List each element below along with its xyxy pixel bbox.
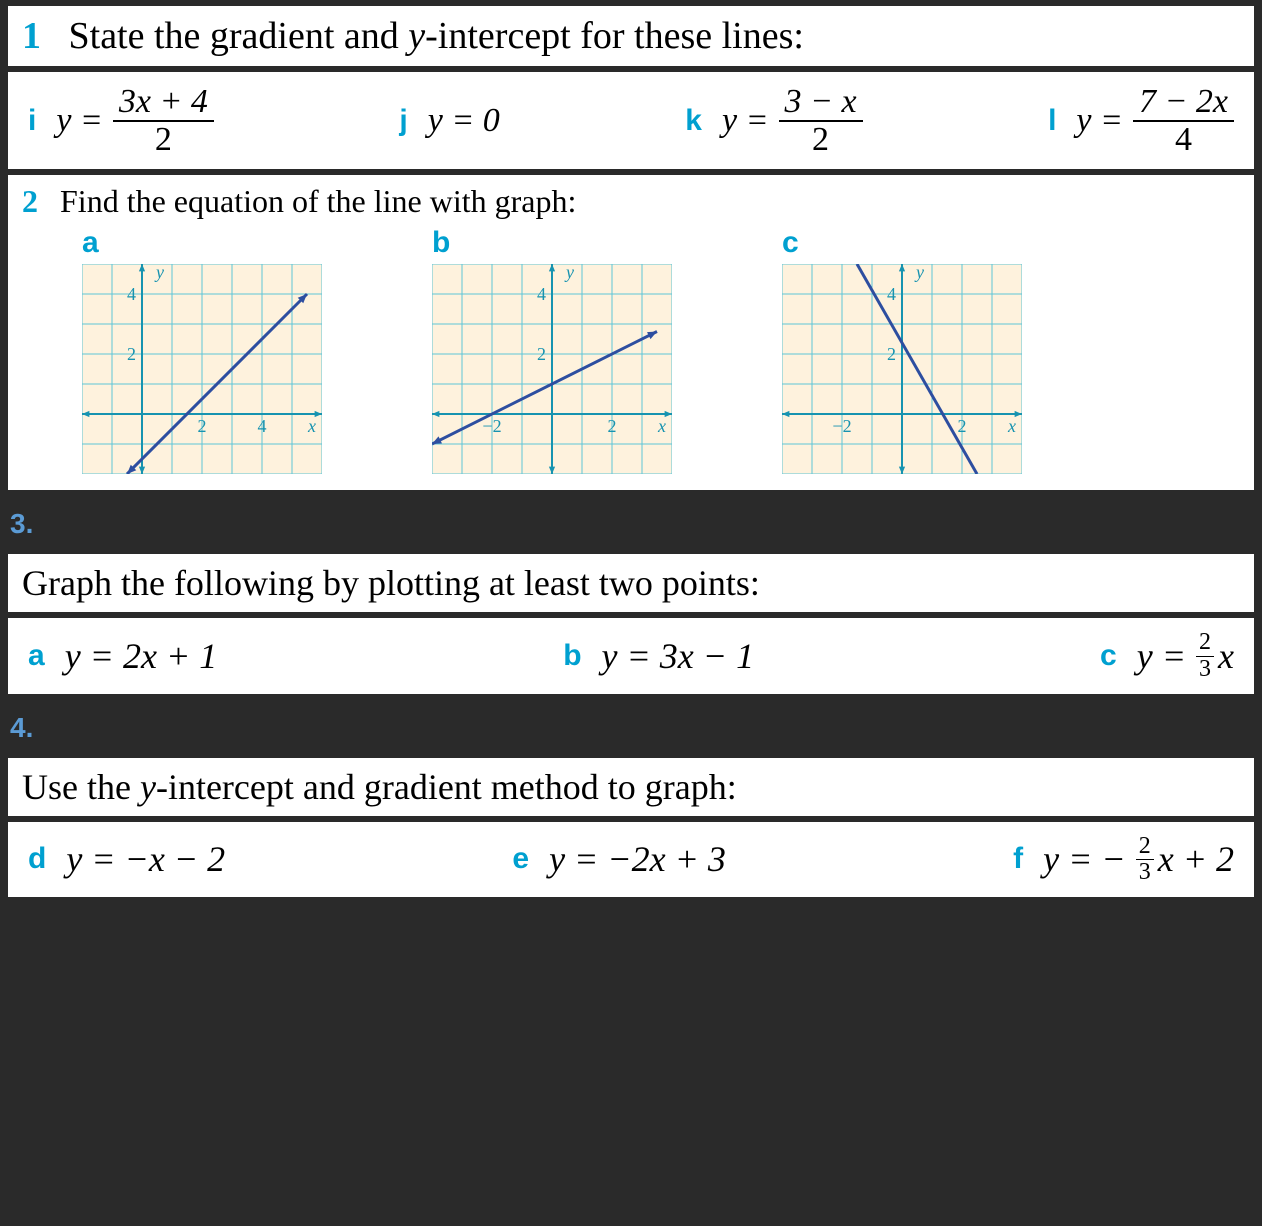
q3-item-c: c y = 2 3 x — [1100, 630, 1234, 681]
q4-e-eq: y = −2x + 3 — [549, 838, 726, 880]
q4-text-pre: Use the — [22, 767, 140, 807]
q1-text-post: -intercept for these lines: — [425, 15, 804, 57]
q1-equations-block: i y = 3x + 4 2 j y = 0 k y = 3 − x 2 l y… — [8, 72, 1254, 169]
q1-k-label: k — [685, 104, 702, 138]
svg-text:2: 2 — [608, 416, 617, 436]
svg-text:y: y — [914, 264, 924, 282]
q4-d-label: d — [28, 842, 46, 876]
svg-text:2: 2 — [537, 344, 546, 364]
q3-text-block: Graph the following by plotting at least… — [8, 554, 1254, 612]
svg-text:x: x — [657, 416, 666, 436]
q1-l-label: l — [1048, 104, 1056, 138]
svg-text:x: x — [1007, 416, 1016, 436]
q3-eq-row: a y = 2x + 1 b y = 3x − 1 c y = 2 3 x — [22, 626, 1240, 685]
q1-i-label: i — [28, 104, 36, 138]
q4-item-f: f y = − 2 3 x + 2 — [1013, 834, 1234, 885]
q1-text-y: y — [408, 15, 425, 57]
svg-text:4: 4 — [258, 416, 267, 436]
q2-c-label: c — [782, 226, 799, 260]
q1-item-j: j y = 0 — [399, 102, 499, 140]
q4-text: Use the y-intercept and gradient method … — [22, 766, 1240, 808]
q1-text-pre: State the gradient and — [69, 15, 409, 57]
svg-text:4: 4 — [127, 284, 136, 304]
q2-heading: 2 Find the equation of the line with gra… — [22, 183, 1240, 220]
q1-l-lhs: y = — [1076, 102, 1123, 140]
q2-block: 2 Find the equation of the line with gra… — [8, 175, 1254, 490]
graph-b-svg: −2224xy — [432, 264, 672, 474]
section-3-number: 3. — [0, 496, 1262, 548]
q3-item-b: b y = 3x − 1 — [563, 635, 754, 677]
q1-i-lhs: y = — [56, 102, 103, 140]
q1-heading: 1 State the gradient and y-intercept for… — [22, 14, 1240, 58]
q1-eq-row: i y = 3x + 4 2 j y = 0 k y = 3 − x 2 l y… — [22, 80, 1240, 161]
q2-graph-b: b −2224xy — [432, 226, 672, 474]
q3-b-label: b — [563, 639, 581, 673]
q4-eq-row: d y = −x − 2 e y = −2x + 3 f y = − 2 3 x… — [22, 830, 1240, 889]
svg-text:4: 4 — [537, 284, 546, 304]
q2-graph-c: c −2 2 2 4 x y — [782, 226, 1022, 474]
q4-f-label: f — [1013, 842, 1023, 876]
q1-item-i: i y = 3x + 4 2 — [28, 84, 214, 157]
svg-text:−2: −2 — [832, 416, 851, 436]
q2-number: 2 — [22, 183, 38, 219]
q4-d-eq: y = −x − 2 — [66, 838, 225, 880]
q2-a-label: a — [82, 226, 99, 260]
section-4-number: 4. — [0, 700, 1262, 752]
q4-item-e: e y = −2x + 3 — [512, 838, 726, 880]
q1-number: 1 — [22, 15, 41, 57]
q2-graphs-row: a 2 4 2 4 x y b −2 2 2 4 x y c −2 2 2 4 x y — [82, 226, 1240, 474]
svg-text:2: 2 — [887, 344, 896, 364]
svg-text:2: 2 — [127, 344, 136, 364]
q3-c-post: x — [1218, 635, 1234, 677]
q4-f-frac: 2 3 — [1136, 834, 1154, 885]
q1-k-frac: 3 − x 2 — [779, 84, 863, 157]
q3-c-frac: 2 3 — [1196, 630, 1214, 681]
q4-text-block: Use the y-intercept and gradient method … — [8, 758, 1254, 816]
q3-c-label: c — [1100, 639, 1117, 673]
svg-text:y: y — [154, 264, 164, 282]
q3-c-lhs: y = — [1137, 635, 1186, 677]
q4-f-post: x + 2 — [1158, 838, 1234, 880]
q4-text-y: y — [140, 767, 156, 807]
q2-graph-a: a 2 4 2 4 x y — [82, 226, 322, 474]
q4-item-d: d y = −x − 2 — [28, 838, 225, 880]
svg-text:y: y — [564, 264, 574, 282]
q1-item-l: l y = 7 − 2x 4 — [1048, 84, 1234, 157]
q3-b-eq: y = 3x − 1 — [602, 635, 755, 677]
q1-heading-block: 1 State the gradient and y-intercept for… — [8, 6, 1254, 66]
q2-b-label: b — [432, 226, 450, 260]
svg-text:2: 2 — [958, 416, 967, 436]
q1-j-eq: y = 0 — [428, 102, 500, 140]
q4-equations-block: d y = −x − 2 e y = −2x + 3 f y = − 2 3 x… — [8, 822, 1254, 897]
q1-item-k: k y = 3 − x 2 — [685, 84, 862, 157]
q3-a-eq: y = 2x + 1 — [65, 635, 218, 677]
q1-k-lhs: y = — [722, 102, 769, 140]
svg-text:4: 4 — [887, 284, 896, 304]
q1-i-frac: 3x + 4 2 — [113, 84, 214, 157]
q4-text-post: -intercept and gradient method to graph: — [156, 767, 737, 807]
q3-equations-block: a y = 2x + 1 b y = 3x − 1 c y = 2 3 x — [8, 618, 1254, 693]
svg-text:x: x — [307, 416, 316, 436]
q4-e-label: e — [512, 842, 529, 876]
q3-item-a: a y = 2x + 1 — [28, 635, 217, 677]
q1-j-label: j — [399, 104, 407, 138]
q2-text: Find the equation of the line with graph… — [60, 183, 576, 219]
q4-f-lhs: y = − — [1043, 838, 1126, 880]
q1-l-frac: 7 − 2x 4 — [1133, 84, 1234, 157]
graph-a-svg: 2 4 2 4 x y — [82, 264, 322, 474]
graph-c-svg: −2 2 2 4 x y — [782, 264, 1022, 474]
q3-a-label: a — [28, 639, 45, 673]
q3-text: Graph the following by plotting at least… — [22, 562, 1240, 604]
svg-text:2: 2 — [198, 416, 207, 436]
